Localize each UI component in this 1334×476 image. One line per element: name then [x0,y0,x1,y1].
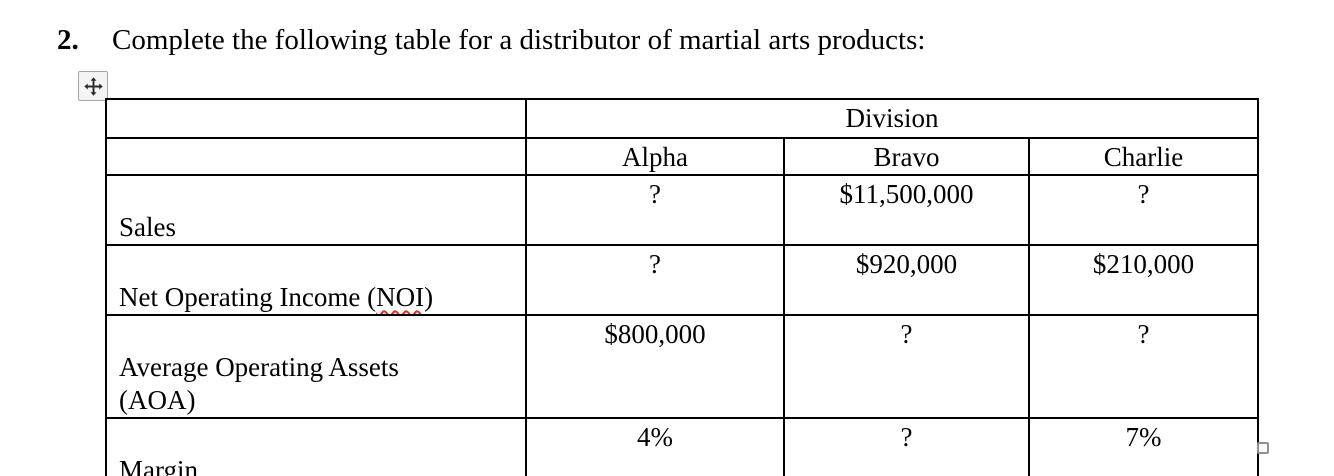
cell-value: 7% [1125,421,1162,452]
table-row-column-headers: Alpha Bravo Charlie [105,137,1260,176]
table-row-division: Division [105,98,1260,139]
cell-value: $11,500,000 [839,179,974,209]
division-table: Division Alpha Bravo Charlie Sales [105,98,1260,476]
table-row-noi: Net Operating Income (NOI) ? $920,000 $2… [105,243,1260,316]
cell-value: 4% [637,421,673,452]
cell-sales-alpha[interactable]: ? [525,174,785,246]
row-label-cell[interactable]: Sales [105,174,527,246]
cell-aoa-charlie[interactable]: ? [1027,313,1260,419]
empty-corner-cell[interactable] [105,98,527,139]
column-header-label: Bravo [873,142,940,172]
cell-margin-bravo[interactable]: ? [783,416,1030,476]
cell-margin-charlie[interactable]: 7% [1027,416,1260,476]
cell-sales-charlie[interactable]: ? [1027,174,1260,246]
row-label-cell[interactable]: Net Operating Income (NOI) [105,243,527,316]
cell-value: $920,000 [855,248,958,279]
cell-noi-charlie[interactable]: $210,000 [1027,243,1260,316]
table-row-sales: Sales ? $11,500,000 ? [105,174,1260,246]
cell-sales-bravo[interactable]: $11,500,000 [783,174,1030,246]
question-number: 2. [57,24,79,56]
cell-value: ? [900,318,913,349]
row-label: Sales [119,211,176,242]
column-header-charlie[interactable]: Charlie [1027,137,1260,176]
question-text: Complete the following table for a distr… [112,24,926,56]
cell-value: ? [649,179,661,209]
division-header-cell[interactable]: Division [524,98,1260,139]
cell-noi-alpha[interactable]: ? [525,243,785,316]
table-move-handle[interactable] [78,71,108,101]
row-label-cell[interactable]: Margin [105,416,527,476]
cell-value: $210,000 [1092,248,1195,279]
row-label-suffix: ) [424,281,434,312]
column-header-bravo[interactable]: Bravo [783,137,1030,176]
column-header-label: Alpha [622,142,688,172]
table-resize-handle[interactable] [1257,442,1269,454]
cell-value: ? [1137,179,1150,209]
cell-value: ? [900,421,913,452]
row-label-spellcheck-flagged: NOI [376,281,425,312]
move-icon [83,76,103,96]
row-label: Average Operating Assets (AOA) [119,351,399,415]
table-row-aoa: Average Operating Assets (AOA) $800,000 … [105,313,1260,419]
cell-margin-alpha[interactable]: 4% [525,416,785,476]
cell-value: $800,000 [604,318,706,349]
cell-noi-bravo[interactable]: $920,000 [783,243,1030,316]
row-label-cell[interactable]: Average Operating Assets (AOA) [105,313,527,419]
cell-value: ? [1137,318,1150,349]
table-row-margin: Margin 4% ? 7% [105,416,1260,476]
empty-header-cell[interactable] [105,137,527,176]
row-label: Margin [119,454,198,476]
cell-value: ? [649,248,661,279]
cell-aoa-alpha[interactable]: $800,000 [525,313,785,419]
question-heading: 2. Complete the following table for a dis… [57,24,925,57]
column-header-alpha[interactable]: Alpha [525,137,785,176]
row-label-prefix: Net Operating Income ( [119,281,377,312]
cell-aoa-bravo[interactable]: ? [783,313,1030,419]
division-header-label: Division [845,103,939,133]
column-header-label: Charlie [1103,142,1184,172]
